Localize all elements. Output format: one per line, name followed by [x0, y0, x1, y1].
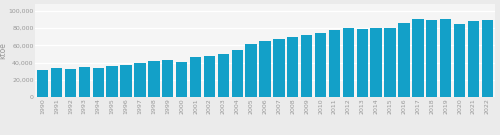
Bar [64, 69, 76, 97]
Bar [329, 30, 340, 97]
Bar [412, 19, 424, 97]
Bar [92, 68, 104, 97]
Bar [426, 20, 438, 97]
Bar [162, 60, 173, 97]
Bar [440, 19, 452, 97]
Bar [454, 24, 466, 97]
Bar [78, 67, 90, 97]
Bar [232, 50, 243, 97]
Bar [204, 56, 215, 97]
Bar [260, 41, 270, 97]
Bar [218, 54, 229, 97]
Bar [342, 28, 354, 97]
Bar [370, 28, 382, 97]
Bar [398, 23, 409, 97]
Bar [468, 21, 479, 97]
Bar [51, 68, 62, 97]
Y-axis label: ktoe: ktoe [0, 42, 7, 59]
Bar [134, 63, 145, 97]
Bar [190, 57, 201, 97]
Bar [120, 65, 132, 97]
Bar [301, 35, 312, 97]
Bar [315, 33, 326, 97]
Bar [273, 39, 284, 97]
Bar [384, 28, 396, 97]
Bar [106, 66, 118, 97]
Bar [246, 44, 257, 97]
Bar [482, 20, 493, 97]
Bar [287, 37, 298, 97]
Bar [37, 70, 48, 97]
Bar [356, 29, 368, 97]
Bar [176, 62, 188, 97]
Bar [148, 61, 160, 97]
